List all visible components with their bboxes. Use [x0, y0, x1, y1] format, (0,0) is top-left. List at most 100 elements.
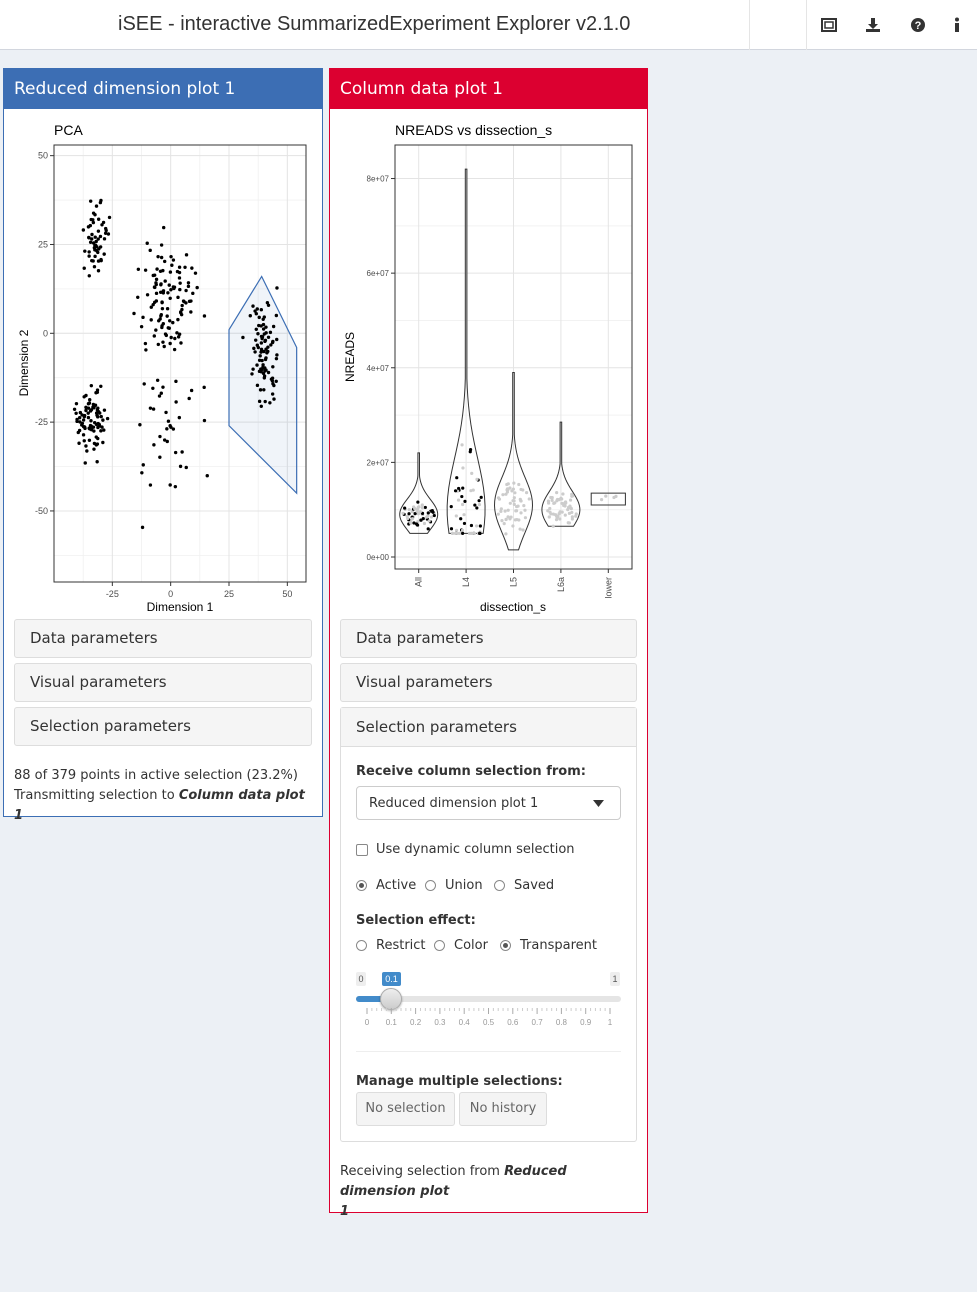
- top-header: iSEE - interactive SummarizedExperiment …: [0, 0, 977, 50]
- slider-handle[interactable]: [380, 988, 402, 1010]
- data-point: [460, 528, 465, 532]
- data-parameters-toggle[interactable]: Data parameters: [14, 619, 312, 658]
- data-point: [265, 301, 270, 305]
- data-point: [270, 379, 275, 383]
- data-point: [180, 307, 184, 312]
- data-point: [93, 254, 97, 259]
- data-point: [93, 235, 97, 239]
- data-point: [155, 267, 159, 271]
- data-point: [266, 370, 271, 375]
- data-point: [422, 521, 427, 526]
- data-point: [189, 388, 194, 393]
- data-point: [420, 503, 424, 507]
- data-point: [511, 499, 515, 503]
- data-point: [519, 487, 523, 492]
- radio-union-label: Union: [445, 878, 483, 893]
- data-point: [454, 528, 459, 532]
- selection-parameters-section: Selection parameters: [340, 707, 637, 1142]
- data-point: [101, 418, 105, 422]
- receive-selection-label: Receive column selection from:: [356, 764, 586, 779]
- data-point: [257, 315, 261, 320]
- data-point: [263, 357, 268, 362]
- data-point: [496, 512, 500, 516]
- radio-color[interactable]: [434, 940, 445, 951]
- slider-track[interactable]: [356, 996, 621, 1002]
- data-point: [479, 495, 483, 499]
- receiving-line2: 1: [340, 1202, 640, 1222]
- data-point: [524, 491, 529, 495]
- data-point: [91, 241, 96, 245]
- selection-parameters-toggle[interactable]: Selection parameters: [14, 707, 312, 746]
- data-point: [89, 419, 93, 423]
- data-point: [461, 486, 465, 490]
- data-point: [574, 514, 578, 518]
- dynamic-selection-checkbox[interactable]: [356, 844, 368, 856]
- data-point: [420, 506, 425, 510]
- radio-active[interactable]: [356, 880, 367, 891]
- data-point: [151, 407, 156, 411]
- download-button[interactable]: [851, 0, 895, 50]
- x-tick-label: 50: [282, 589, 292, 599]
- header-divider: [749, 0, 750, 50]
- data-point: [168, 483, 172, 487]
- receive-selection-select[interactable]: Reduced dimension plot 1: [356, 786, 621, 820]
- violin-plot[interactable]: NREADS vs dissection_s 8e+07 6e+07 4e+07 2e…: [336, 115, 641, 615]
- data-point: [132, 311, 136, 316]
- data-point: [477, 502, 482, 507]
- data-point: [81, 433, 86, 437]
- violin-lower: [590, 492, 626, 506]
- data-point: [87, 236, 91, 240]
- data-point: [423, 505, 427, 510]
- x-tick-label: -25: [106, 589, 119, 599]
- data-point: [566, 507, 570, 512]
- data-point: [180, 450, 184, 454]
- data-point: [523, 508, 527, 512]
- data-point: [89, 217, 93, 222]
- data-point: [176, 295, 180, 300]
- radio-transparent[interactable]: [500, 940, 511, 951]
- data-point: [86, 415, 91, 420]
- y-tick-label: -50: [35, 506, 48, 516]
- data-point: [107, 215, 112, 220]
- data-point: [413, 512, 417, 516]
- data-point: [560, 501, 564, 505]
- data-point: [502, 522, 506, 526]
- data-point: [255, 343, 260, 347]
- header-divider: [806, 0, 807, 50]
- violin-All: [399, 452, 439, 534]
- data-parameters-toggle[interactable]: Data parameters: [340, 619, 637, 658]
- help-button[interactable]: ?: [896, 0, 940, 50]
- radio-restrict[interactable]: [356, 940, 367, 951]
- data-point: [506, 515, 510, 519]
- selection-parameters-toggle[interactable]: Selection parameters: [341, 708, 636, 747]
- visual-parameters-toggle[interactable]: Visual parameters: [14, 663, 312, 702]
- no-selection-button[interactable]: No selection: [356, 1092, 455, 1126]
- receiving-prefix: Receiving selection from: [340, 1164, 505, 1179]
- data-point: [173, 336, 177, 341]
- data-point: [253, 350, 257, 354]
- data-point: [160, 300, 164, 304]
- visual-parameters-toggle[interactable]: Visual parameters: [340, 663, 637, 702]
- data-point: [154, 328, 158, 332]
- no-history-button[interactable]: No history: [459, 1092, 547, 1126]
- radio-union[interactable]: [425, 880, 436, 891]
- data-point: [183, 265, 187, 269]
- data-point: [258, 388, 263, 392]
- data-point: [506, 508, 510, 512]
- data-point: [264, 325, 268, 329]
- data-point: [143, 268, 148, 272]
- data-point: [96, 415, 100, 419]
- data-point: [274, 356, 279, 361]
- data-point: [519, 499, 523, 503]
- data-point: [262, 315, 267, 319]
- data-point: [268, 401, 272, 405]
- screenshot-button[interactable]: [807, 0, 851, 50]
- pca-plot[interactable]: PCA -25 0 25 50 50 25 0 -25 -50 Dimension 1 Dime…: [10, 115, 315, 615]
- radio-saved[interactable]: [494, 880, 505, 891]
- info-button[interactable]: [937, 0, 977, 50]
- data-point: [162, 438, 167, 442]
- data-point: [462, 513, 466, 517]
- data-point: [426, 511, 430, 515]
- data-point: [500, 518, 504, 523]
- data-point: [604, 494, 608, 498]
